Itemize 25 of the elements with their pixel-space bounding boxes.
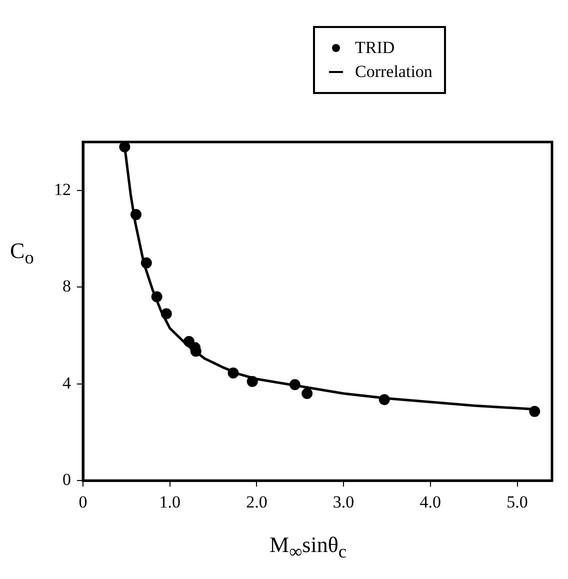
point [302, 388, 313, 400]
x-axis-title: M$_{∞}$sinθ$_{c}$ [268, 532, 348, 562]
y-tick-label: 0 [62, 470, 71, 490]
point [378, 394, 390, 406]
point [119, 142, 130, 152]
legend-label: TRID [355, 38, 395, 58]
x-tick-label: 0 [78, 492, 88, 512]
point [130, 209, 142, 220]
y-tick-label: 12 [54, 180, 71, 199]
point [228, 367, 239, 378]
point [140, 257, 152, 268]
x-tick-label: 3.0 [332, 492, 354, 512]
point [151, 291, 162, 302]
y-axis-title: C$_{o}$ [10, 238, 34, 268]
point [529, 406, 540, 417]
y-tick-label: 8 [62, 276, 71, 296]
point [160, 308, 172, 320]
legend-label: Correlation [355, 62, 432, 82]
x-tick-label: 4.0 [420, 492, 442, 512]
x-tick-label: 1.0 [159, 492, 180, 512]
x-tick-label: 5.0 [506, 492, 528, 512]
x-tick-label: 2.0 [246, 492, 268, 512]
y-tick-label: 4 [62, 373, 72, 392]
point [246, 376, 258, 387]
point [289, 379, 300, 390]
